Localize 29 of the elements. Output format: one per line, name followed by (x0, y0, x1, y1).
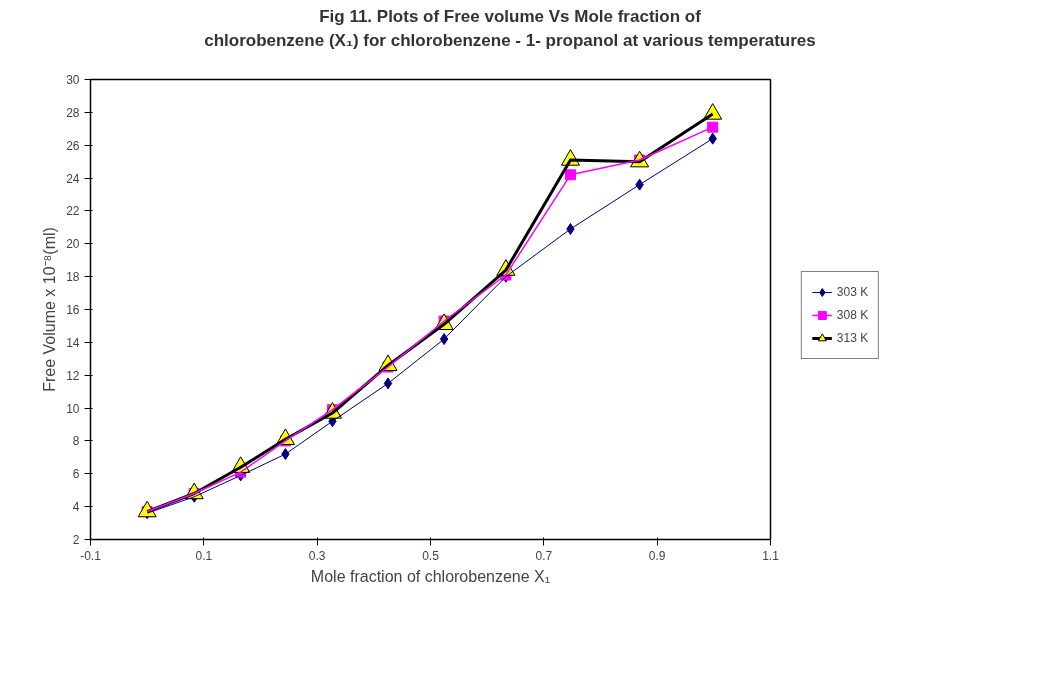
y-tick-label: 22 (66, 203, 80, 218)
x-axis-title: Mole fraction of chlorobenzene X₁ (310, 567, 551, 585)
y-tick-label: 14 (66, 335, 80, 350)
x-tick-label: 0.5 (422, 548, 440, 563)
x-tick-label: 0.1 (195, 548, 213, 563)
y-axis-title: Free Volume x 10⁻⁸(ml) (41, 226, 59, 392)
chart-title: Fig 11. Plots of Free volume Vs Mole fraction of chlorobenzene (X₁) for chlorobenzene - 1- propanol at various temperatures (204, 6, 816, 53)
y-tick-label: 2 (72, 532, 80, 547)
y-tick-label: 16 (66, 302, 80, 317)
x-tick-label: 0.9 (648, 548, 666, 563)
y-tick-label: 18 (66, 269, 80, 284)
y-tick-label: 10 (66, 401, 80, 416)
y-tick-label: 4 (72, 499, 80, 514)
point (707, 121, 719, 133)
y-tick-label: 20 (66, 236, 80, 251)
y-tick-label: 24 (66, 171, 80, 186)
y-tick-label: 6 (72, 466, 80, 481)
x-tick-label: 0.3 (308, 548, 326, 563)
y-tick-label: 12 (66, 368, 80, 383)
x-tick-label: 1.1 (762, 548, 780, 563)
y-tick-label: 30 (66, 72, 80, 87)
x-tick-label: -0.1 (80, 548, 102, 563)
legend-label: 313 K (836, 330, 869, 345)
x-tick-label: 0.7 (535, 548, 553, 563)
legend-label: 308 K (836, 307, 869, 322)
y-tick-label: 26 (66, 138, 80, 153)
legend-label: 303 K (836, 284, 869, 299)
y-tick-label: 28 (66, 105, 80, 120)
y-tick-label: 8 (72, 433, 80, 448)
